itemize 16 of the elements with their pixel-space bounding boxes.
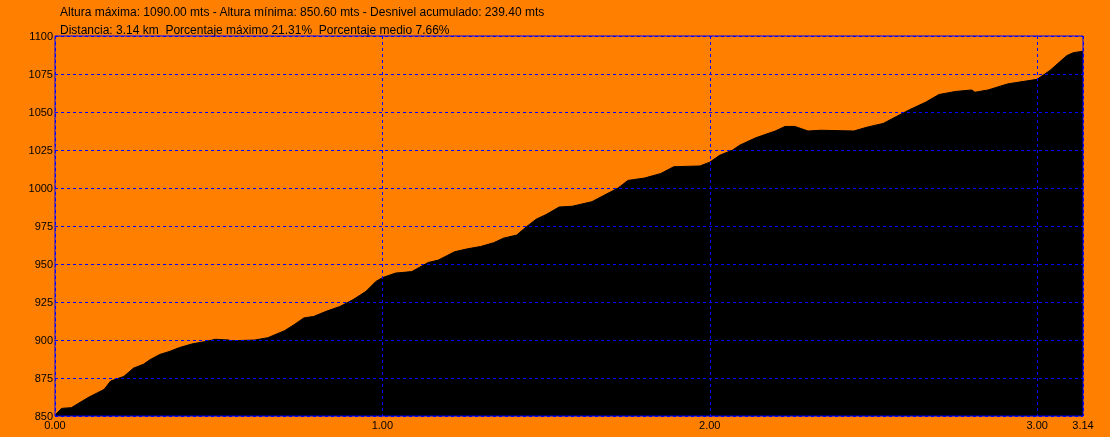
chart-subtitle: Distancia: 3.14 km Porcentaje máximo 21.31% Porcentaje medio 7.66% <box>60 23 450 37</box>
x-tick-label: 3.00 <box>1026 418 1048 431</box>
y-tick-label: 1075 <box>28 68 53 80</box>
x-tick-label: 2.00 <box>699 418 721 431</box>
y-tick-label: 900 <box>34 334 53 346</box>
x-tick-label: 1.00 <box>371 418 394 431</box>
y-tick-label: 925 <box>34 296 53 308</box>
y-tick-label: 950 <box>34 258 53 270</box>
y-tick-label: 1000 <box>28 182 53 194</box>
y-tick-label: 875 <box>34 372 53 384</box>
y-tick-label: 1100 <box>29 30 53 42</box>
y-tick-label: 975 <box>34 220 53 232</box>
chart-title: Altura máxima: 1090.00 mts - Altura mínima: 850.60 mts - Desnivel acumulado: 239.40 mts <box>60 5 545 19</box>
y-tick-label: 1050 <box>28 106 53 118</box>
x-tick-label: 3.14 <box>1072 418 1094 431</box>
y-tick-label: 1025 <box>28 144 53 156</box>
